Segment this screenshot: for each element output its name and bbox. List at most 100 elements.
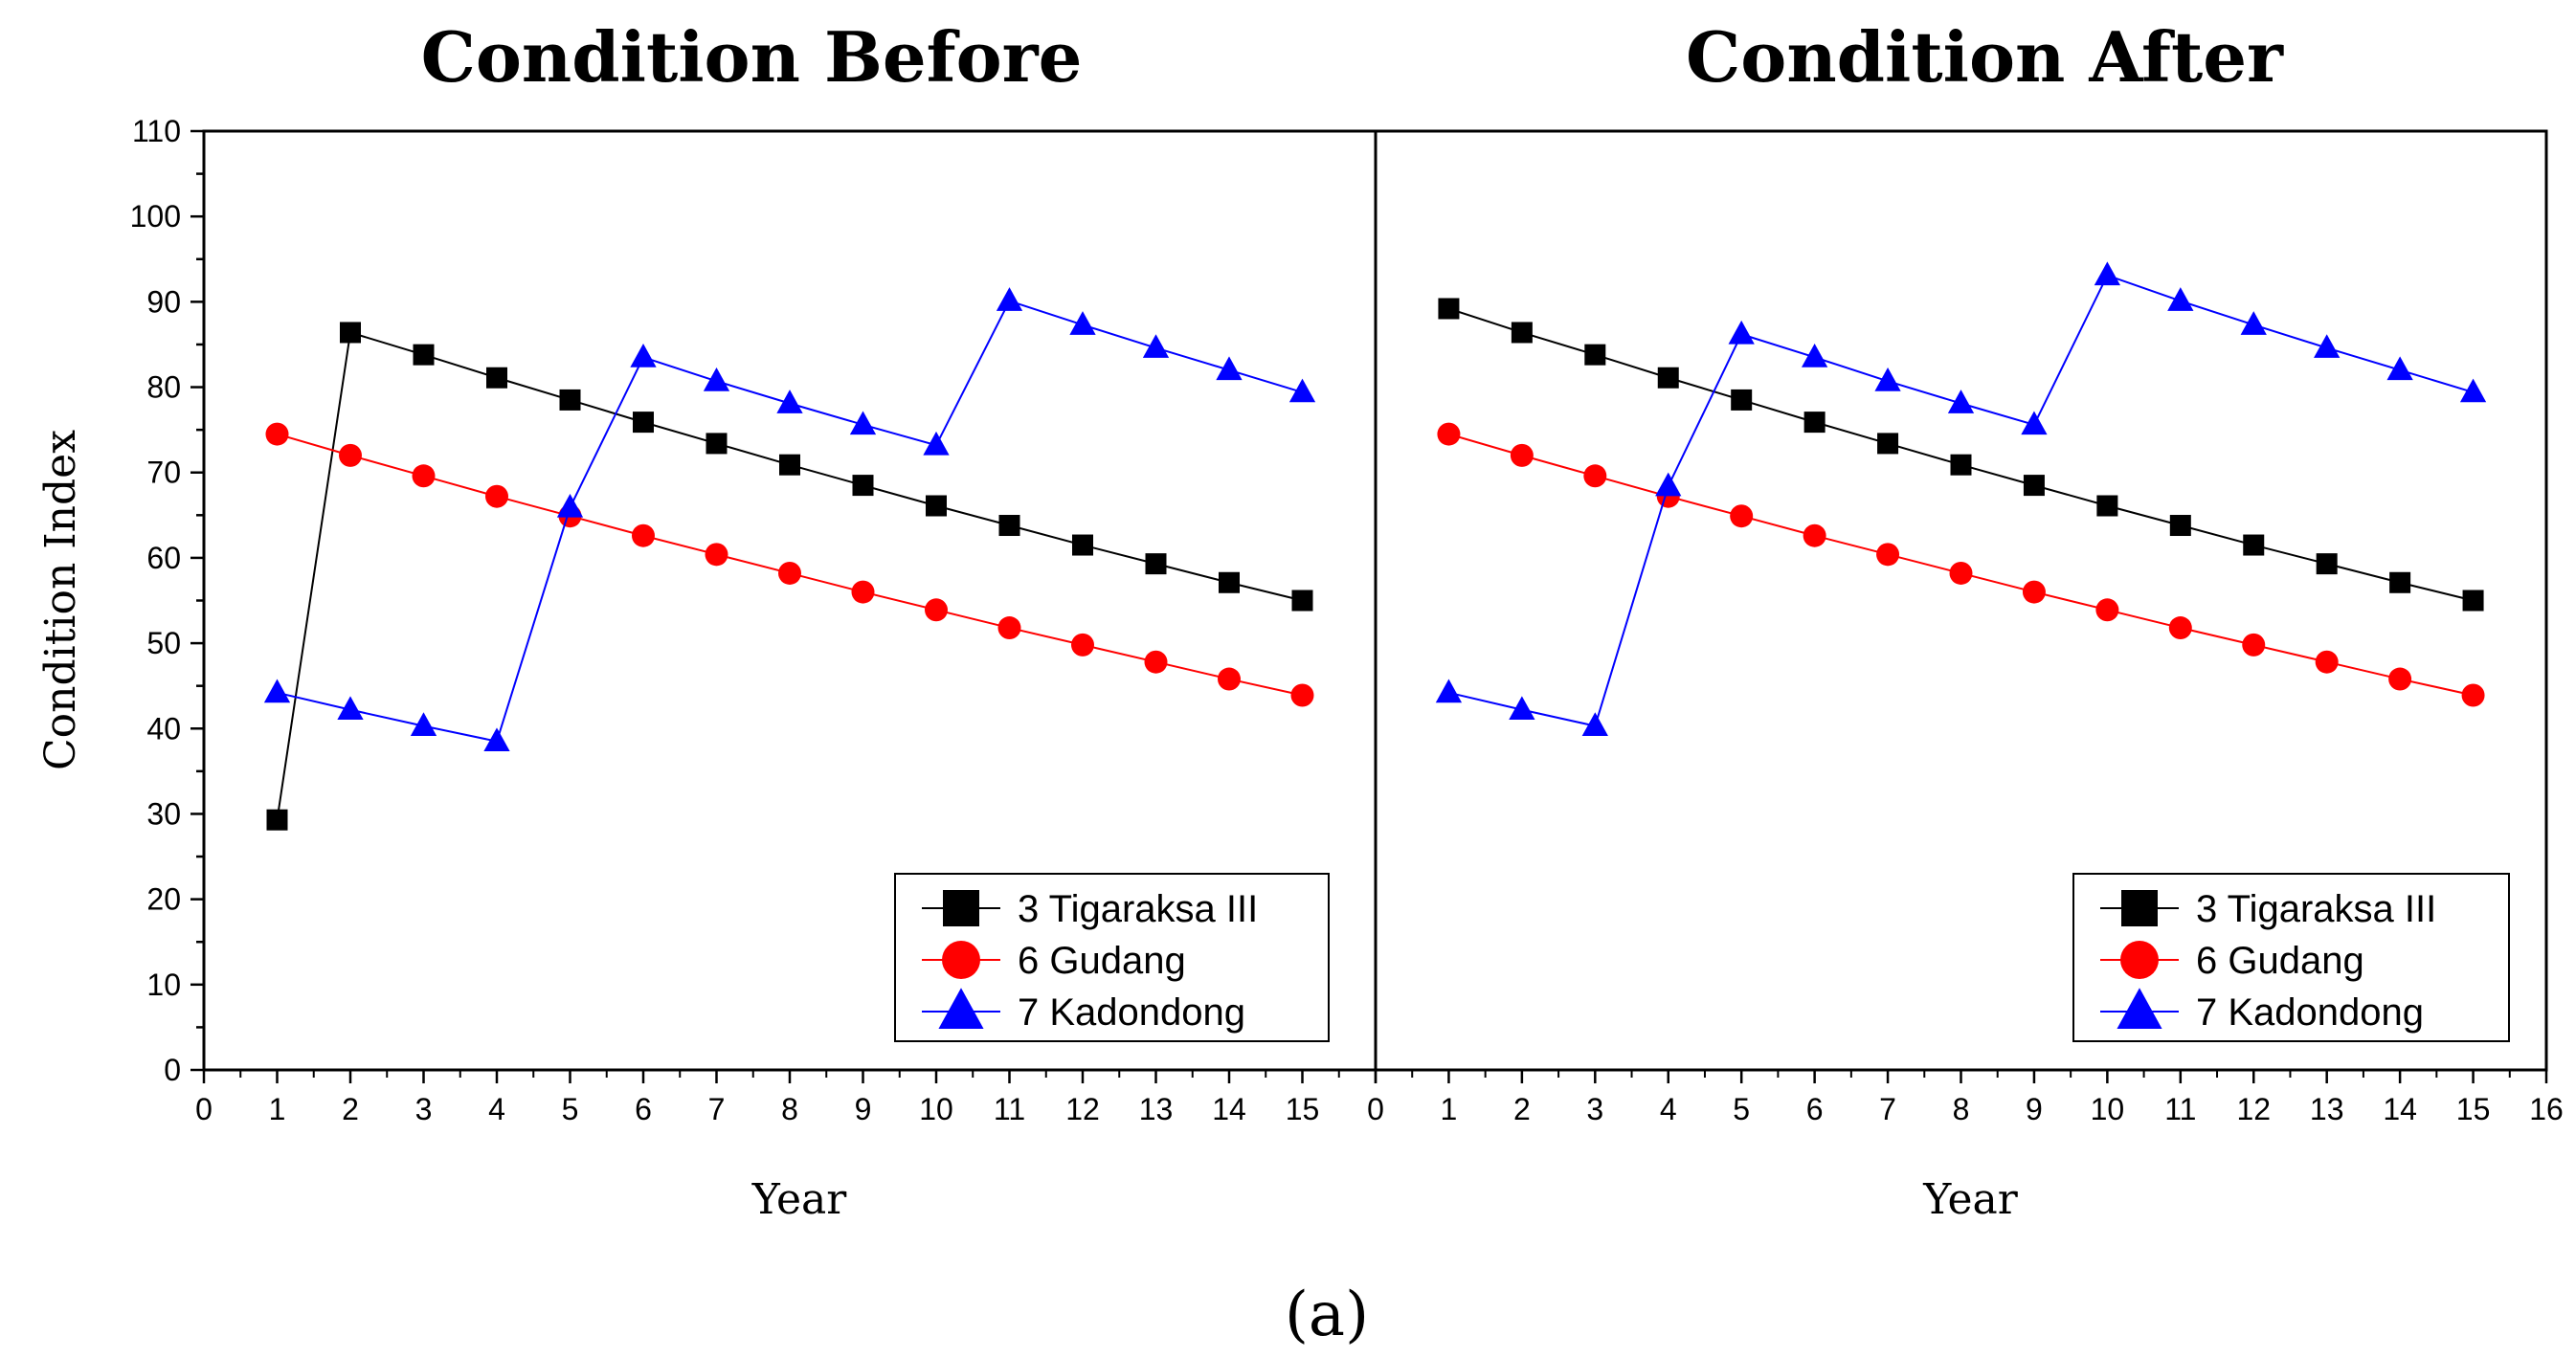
- data-point: [1581, 712, 1608, 736]
- data-point: [852, 475, 874, 497]
- series-3-tigaraksa-iii: [1438, 298, 2484, 612]
- legend-square-icon: [943, 890, 979, 926]
- data-point: [779, 454, 800, 476]
- data-point: [633, 412, 654, 434]
- x-tick-label: 12: [2236, 1092, 2271, 1126]
- data-point: [1801, 344, 1828, 367]
- x-tick-label: 4: [1660, 1092, 1677, 1126]
- legend-circle-icon: [942, 941, 980, 979]
- legend-label: 3 Tigaraksa III: [1018, 888, 1258, 930]
- legend-triangle-icon: [938, 988, 984, 1029]
- x-tick-label: 13: [1139, 1092, 1174, 1126]
- data-point: [923, 431, 950, 456]
- data-point: [1510, 443, 1534, 467]
- x-tick-label: 3: [1586, 1092, 1603, 1126]
- data-point: [2095, 598, 2119, 622]
- data-point: [926, 495, 947, 517]
- data-point: [2459, 378, 2487, 403]
- y-tick-label: 80: [146, 370, 181, 405]
- legend-label: 7 Kadondong: [2196, 991, 2424, 1034]
- series-7-kadondong: [1435, 261, 2487, 736]
- data-point: [996, 287, 1023, 311]
- data-point: [2169, 515, 2191, 537]
- x-tick-label: 11: [2164, 1092, 2196, 1126]
- x-tick-label: 0: [195, 1092, 213, 1126]
- x-tick-label: 1: [269, 1092, 286, 1126]
- data-point: [1142, 334, 1170, 358]
- data-point: [337, 696, 364, 721]
- x-tick-label: 12: [1065, 1092, 1100, 1126]
- data-point: [1876, 543, 1900, 567]
- y-tick-label: 10: [146, 968, 181, 1002]
- series-3-tigaraksa-iii: [266, 322, 1313, 831]
- data-point: [1072, 534, 1093, 556]
- data-point: [997, 616, 1021, 640]
- series-7-kadondong: [263, 287, 1316, 752]
- x-axis-label: Year: [751, 1175, 847, 1224]
- data-point: [2316, 553, 2338, 575]
- data-point: [1947, 390, 1975, 413]
- data-point: [483, 727, 510, 752]
- data-point: [1145, 553, 1167, 575]
- data-point: [703, 367, 730, 391]
- legend-label: 6 Gudang: [1018, 940, 1186, 982]
- x-tick-label: 3: [415, 1092, 433, 1126]
- legend: 3 Tigaraksa III 6 Gudang 7 Kadondong: [894, 873, 1330, 1042]
- y-tick-label: 90: [146, 284, 181, 319]
- y-tick-label: 0: [164, 1053, 181, 1087]
- data-point: [1655, 472, 1682, 497]
- data-point: [1435, 679, 1463, 703]
- data-point: [1437, 422, 1461, 446]
- data-point: [630, 344, 657, 367]
- x-tick-label: 2: [342, 1092, 359, 1126]
- data-point: [1290, 683, 1314, 707]
- data-point: [2022, 580, 2046, 604]
- data-point: [410, 712, 437, 736]
- data-point: [556, 493, 584, 518]
- data-point: [1803, 412, 1826, 434]
- data-point: [2240, 311, 2267, 335]
- data-point: [1438, 298, 1460, 320]
- data-point: [1949, 561, 1973, 585]
- x-tick-label: 14: [2383, 1092, 2417, 1126]
- legend-label: 7 Kadondong: [1018, 991, 1245, 1034]
- data-point: [1288, 378, 1316, 403]
- legend: 3 Tigaraksa III 6 Gudang 7 Kadondong: [2072, 873, 2510, 1042]
- data-point: [2021, 411, 2048, 435]
- x-tick-label: 15: [2456, 1092, 2491, 1126]
- data-point: [1069, 311, 1096, 335]
- x-tick-label: 6: [635, 1092, 652, 1126]
- x-tick-label: 14: [1212, 1092, 1246, 1126]
- data-point: [2168, 616, 2192, 640]
- y-tick-label: 110: [132, 114, 181, 148]
- panel-title: Condition After: [1686, 16, 2284, 98]
- data-point: [778, 561, 801, 585]
- data-point: [559, 389, 581, 411]
- data-point: [925, 598, 948, 622]
- data-point: [413, 344, 435, 366]
- data-point: [1144, 650, 1168, 674]
- data-point: [1950, 454, 1972, 476]
- x-tick-label: 1: [1441, 1092, 1458, 1126]
- data-point: [1219, 571, 1240, 593]
- data-point: [1730, 504, 1754, 528]
- data-point: [2243, 534, 2265, 556]
- data-point: [1071, 633, 1094, 657]
- x-tick-label: 7: [1879, 1092, 1896, 1126]
- y-tick-label: 60: [146, 541, 181, 575]
- data-point: [706, 433, 728, 455]
- data-point: [266, 809, 288, 831]
- data-point: [998, 515, 1020, 537]
- data-point: [1584, 344, 1606, 366]
- data-point: [776, 390, 803, 413]
- data-point: [705, 543, 728, 567]
- data-point: [412, 464, 436, 488]
- x-tick-label: 16: [2529, 1092, 2564, 1126]
- data-point: [2096, 495, 2118, 517]
- legend-label: 6 Gudang: [2196, 940, 2364, 982]
- x-tick-label: 5: [562, 1092, 579, 1126]
- data-point: [851, 580, 875, 604]
